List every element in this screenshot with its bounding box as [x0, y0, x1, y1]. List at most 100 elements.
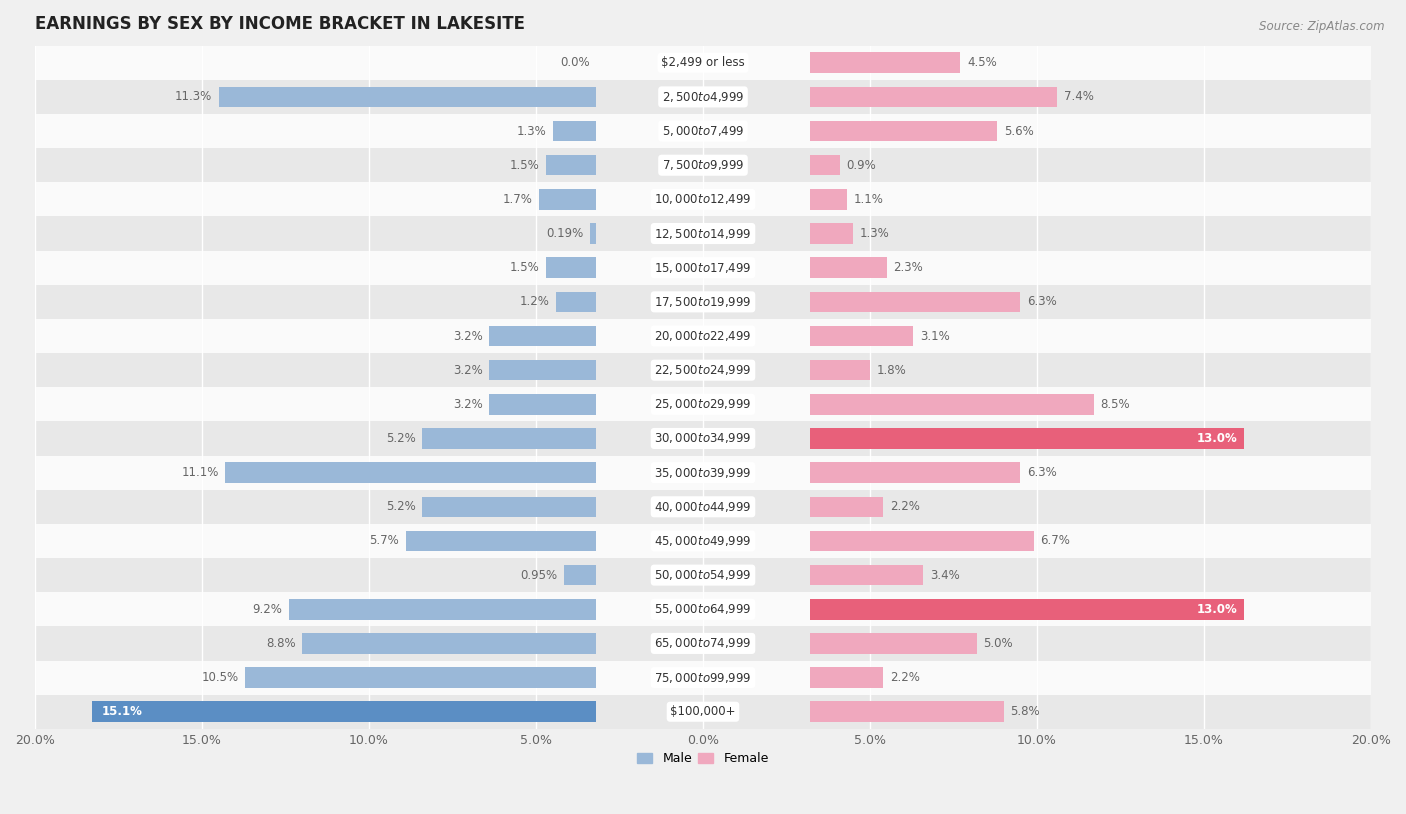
Text: $2,500 to $4,999: $2,500 to $4,999: [662, 90, 744, 104]
Bar: [810, 667, 883, 688]
Text: 2.2%: 2.2%: [890, 671, 920, 684]
Bar: [540, 189, 596, 210]
Bar: [225, 462, 596, 483]
Text: $25,000 to $29,999: $25,000 to $29,999: [654, 397, 752, 411]
Text: 0.9%: 0.9%: [846, 159, 876, 172]
Bar: [564, 565, 596, 585]
Text: 0.95%: 0.95%: [520, 569, 558, 582]
Text: $22,500 to $24,999: $22,500 to $24,999: [654, 363, 752, 377]
Text: 8.8%: 8.8%: [266, 637, 295, 650]
Text: 7.4%: 7.4%: [1064, 90, 1094, 103]
Text: 4.5%: 4.5%: [967, 56, 997, 69]
Text: $5,000 to $7,499: $5,000 to $7,499: [662, 124, 744, 138]
Bar: [489, 360, 596, 380]
Bar: [810, 633, 977, 654]
Bar: [810, 462, 1021, 483]
Text: 3.2%: 3.2%: [453, 330, 482, 343]
Bar: [810, 120, 997, 142]
Text: 15.1%: 15.1%: [101, 705, 142, 718]
Text: 10.5%: 10.5%: [201, 671, 239, 684]
Text: $55,000 to $64,999: $55,000 to $64,999: [654, 602, 752, 616]
Text: 11.1%: 11.1%: [181, 466, 219, 479]
Bar: [35, 558, 1371, 593]
Bar: [553, 120, 596, 142]
Text: $65,000 to $74,999: $65,000 to $74,999: [654, 637, 752, 650]
Bar: [91, 702, 596, 722]
Bar: [35, 694, 1371, 729]
Text: 1.8%: 1.8%: [877, 364, 907, 377]
Bar: [810, 599, 1244, 619]
Text: $100,000+: $100,000+: [671, 705, 735, 718]
Text: 13.0%: 13.0%: [1197, 602, 1237, 615]
Bar: [810, 702, 1004, 722]
Text: $10,000 to $12,499: $10,000 to $12,499: [654, 192, 752, 207]
Bar: [810, 360, 870, 380]
Text: $20,000 to $22,499: $20,000 to $22,499: [654, 329, 752, 343]
Text: 1.5%: 1.5%: [509, 159, 540, 172]
Text: $7,500 to $9,999: $7,500 to $9,999: [662, 158, 744, 173]
Bar: [810, 291, 1021, 312]
Bar: [35, 251, 1371, 285]
Bar: [810, 531, 1033, 551]
Bar: [810, 565, 924, 585]
Text: $40,000 to $44,999: $40,000 to $44,999: [654, 500, 752, 514]
Text: 6.3%: 6.3%: [1026, 295, 1057, 309]
Text: 0.19%: 0.19%: [546, 227, 583, 240]
Bar: [35, 46, 1371, 80]
Text: 3.2%: 3.2%: [453, 364, 482, 377]
Text: 5.8%: 5.8%: [1011, 705, 1040, 718]
Text: $12,500 to $14,999: $12,500 to $14,999: [654, 226, 752, 240]
Bar: [810, 86, 1057, 107]
Text: 5.7%: 5.7%: [370, 535, 399, 548]
Bar: [489, 394, 596, 414]
Text: 1.2%: 1.2%: [519, 295, 550, 309]
Text: Source: ZipAtlas.com: Source: ZipAtlas.com: [1260, 20, 1385, 33]
Bar: [35, 593, 1371, 626]
Bar: [810, 257, 887, 278]
Text: $50,000 to $54,999: $50,000 to $54,999: [654, 568, 752, 582]
Text: 9.2%: 9.2%: [252, 602, 283, 615]
Text: 1.7%: 1.7%: [503, 193, 533, 206]
Text: $15,000 to $17,499: $15,000 to $17,499: [654, 260, 752, 274]
Text: 1.5%: 1.5%: [509, 261, 540, 274]
Bar: [810, 326, 914, 346]
Text: $30,000 to $34,999: $30,000 to $34,999: [654, 431, 752, 445]
Bar: [810, 155, 839, 176]
Bar: [35, 353, 1371, 387]
Text: 3.2%: 3.2%: [453, 398, 482, 411]
Bar: [246, 667, 596, 688]
Bar: [489, 326, 596, 346]
Bar: [546, 257, 596, 278]
Bar: [35, 387, 1371, 422]
Text: 3.1%: 3.1%: [920, 330, 950, 343]
Bar: [35, 114, 1371, 148]
Bar: [35, 422, 1371, 456]
Text: 8.5%: 8.5%: [1101, 398, 1130, 411]
Bar: [219, 86, 596, 107]
Bar: [810, 223, 853, 243]
Text: 5.6%: 5.6%: [1004, 125, 1033, 138]
Text: 3.4%: 3.4%: [931, 569, 960, 582]
Bar: [810, 394, 1094, 414]
Text: $2,499 or less: $2,499 or less: [661, 56, 745, 69]
Bar: [810, 189, 846, 210]
Bar: [35, 80, 1371, 114]
Text: 5.2%: 5.2%: [387, 501, 416, 514]
Text: 6.7%: 6.7%: [1040, 535, 1070, 548]
Bar: [810, 497, 883, 517]
Text: $75,000 to $99,999: $75,000 to $99,999: [654, 671, 752, 685]
Bar: [810, 52, 960, 73]
Bar: [35, 524, 1371, 558]
Bar: [406, 531, 596, 551]
Text: 1.3%: 1.3%: [860, 227, 890, 240]
Bar: [35, 456, 1371, 490]
Text: 2.3%: 2.3%: [893, 261, 924, 274]
Text: 13.0%: 13.0%: [1197, 432, 1237, 445]
Bar: [35, 660, 1371, 694]
Text: 11.3%: 11.3%: [174, 90, 212, 103]
Text: 1.3%: 1.3%: [516, 125, 546, 138]
Text: $45,000 to $49,999: $45,000 to $49,999: [654, 534, 752, 548]
Text: 5.2%: 5.2%: [387, 432, 416, 445]
Text: 1.1%: 1.1%: [853, 193, 883, 206]
Bar: [35, 217, 1371, 251]
